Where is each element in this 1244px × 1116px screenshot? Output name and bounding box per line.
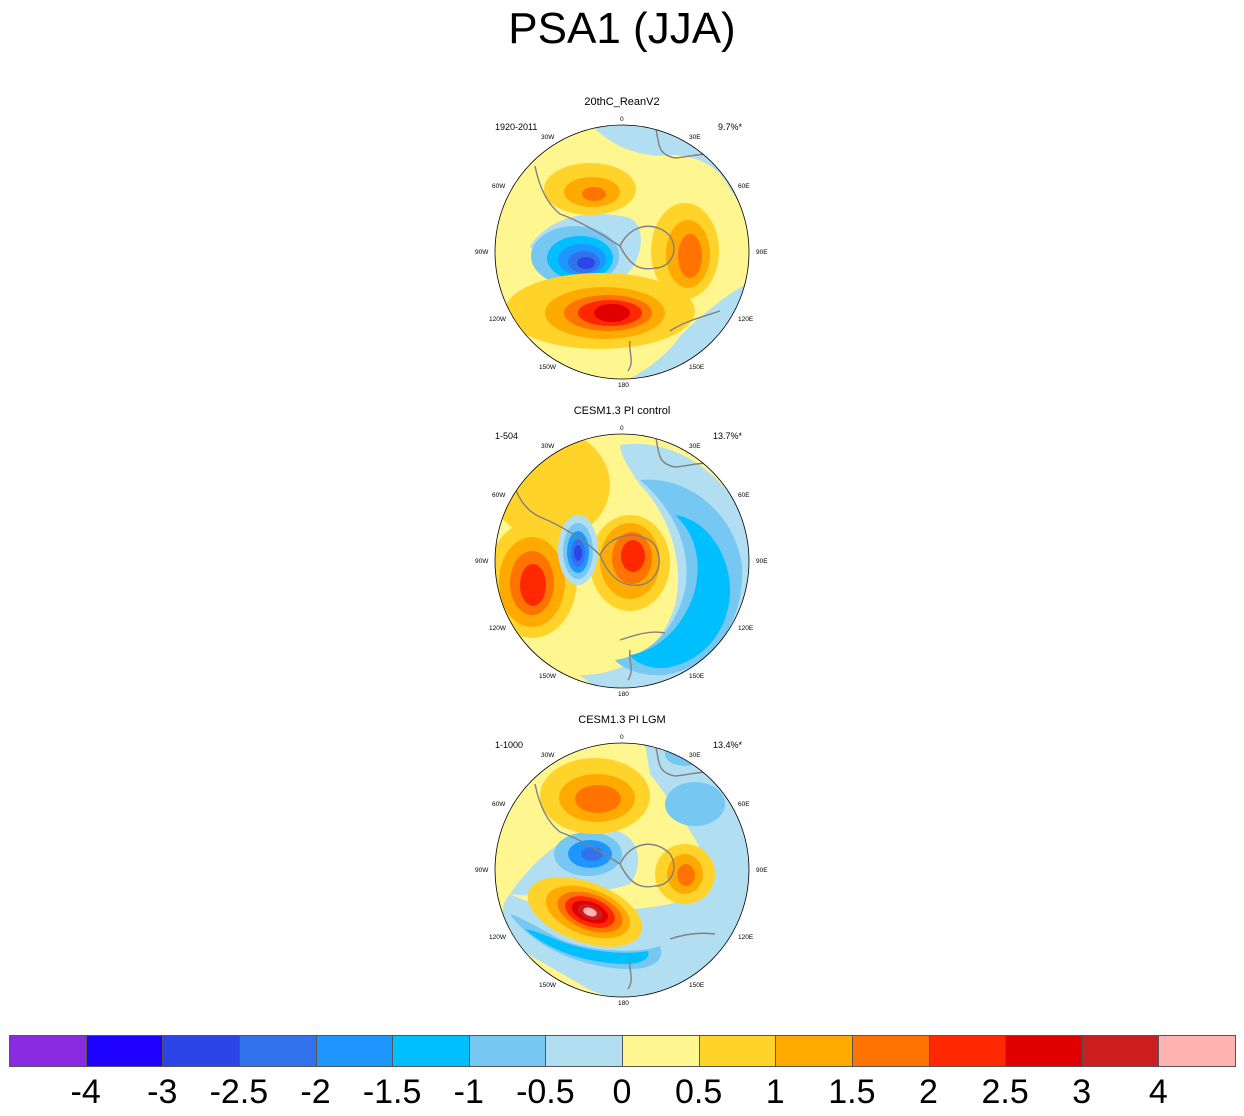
lon-label-90e: 90E <box>756 558 768 565</box>
colorbar-box <box>9 1035 87 1067</box>
lon-label-60w: 60W <box>492 183 506 190</box>
lon-label-90e: 90E <box>756 867 768 874</box>
colorbar-box <box>622 1035 700 1067</box>
colorbar-tick-label: 0.5 <box>674 1073 723 1111</box>
lon-label-60w: 60W <box>492 801 506 808</box>
colorbar-tick-label: -3 <box>147 1073 178 1111</box>
lon-label-180: 180 <box>618 382 629 389</box>
colorbar-box <box>775 1035 853 1067</box>
lon-label-30w: 30W <box>541 134 555 141</box>
figure-title: PSA1 (JJA) <box>508 4 736 53</box>
colorbar-box <box>928 1035 1007 1067</box>
colorbar-box <box>1005 1035 1083 1067</box>
colorbar-box <box>851 1035 930 1067</box>
lon-label-30e: 30E <box>689 443 701 450</box>
lon-label-60e: 60E <box>738 801 750 808</box>
map-panel-pi-control: CESM1.3 PI control 1-504 13.7%* <box>470 405 774 705</box>
lon-label-0: 0 <box>620 734 624 741</box>
lon-label-90w: 90W <box>475 558 489 565</box>
lon-label-120e: 120E <box>738 625 754 632</box>
lon-label-120e: 120E <box>738 934 754 941</box>
colorbar-tick-label: 1 <box>765 1073 785 1111</box>
colorbar-tick-label: 4 <box>1148 1073 1168 1111</box>
lon-label-150w: 150W <box>539 982 556 989</box>
colorbar-box <box>1081 1035 1160 1067</box>
variance-label: 13.4%* <box>712 740 742 750</box>
map-panel-pi-lgm: CESM1.3 PI LGM 1-1000 13.4%* <box>470 714 774 1014</box>
lon-label-90w: 90W <box>475 249 489 256</box>
lon-label-120w: 120W <box>489 316 506 323</box>
lon-label-150w: 150W <box>539 364 556 371</box>
lon-label-60w: 60W <box>492 492 506 499</box>
lon-label-150e: 150E <box>689 364 705 371</box>
polar-map <box>494 742 750 998</box>
lon-label-120w: 120W <box>489 625 506 632</box>
lon-label-30w: 30W <box>541 752 555 759</box>
period-label: 1920-2011 <box>495 122 538 132</box>
colorbar-box <box>392 1035 470 1067</box>
colorbar-box <box>162 1035 240 1067</box>
lon-label-0: 0 <box>620 425 624 432</box>
colorbar-tick-label: -2 <box>300 1073 331 1111</box>
colorbar-box <box>85 1035 164 1067</box>
colorbar-box <box>698 1035 777 1067</box>
colorbar-tick-label: 1.5 <box>828 1073 876 1111</box>
lon-label-180: 180 <box>618 1000 629 1007</box>
lon-label-30e: 30E <box>689 134 701 141</box>
colorbar-box <box>545 1035 623 1067</box>
colorbar-box <box>1158 1035 1236 1067</box>
lon-label-90w: 90W <box>475 867 489 874</box>
lon-label-30e: 30E <box>689 752 701 759</box>
lon-label-180: 180 <box>618 691 629 698</box>
colorbar-box <box>315 1035 394 1067</box>
colorbar-tick-label: -1.5 <box>362 1073 422 1111</box>
map-panel-reanalysis: 20thC_ReanV2 1920-2011 9.7%* <box>470 96 774 396</box>
colorbar-box <box>468 1035 547 1067</box>
colorbar-tick-label: 2 <box>919 1073 938 1111</box>
period-label: 1-504 <box>495 431 519 441</box>
variance-label: 13.7%* <box>712 431 742 441</box>
colorbar-tick-label: -2.5 <box>209 1073 269 1111</box>
period-label: 1-1000 <box>495 740 524 750</box>
lon-label-60e: 60E <box>738 183 750 190</box>
polar-map <box>494 433 750 689</box>
lon-label-90e: 90E <box>756 249 768 256</box>
panel-title: CESM1.3 PI LGM <box>578 714 666 726</box>
colorbar-box <box>238 1035 317 1067</box>
panel-title: 20thC_ReanV2 <box>584 96 660 108</box>
colorbar <box>9 1035 1236 1069</box>
lon-label-150w: 150W <box>539 673 556 680</box>
polar-map <box>494 124 750 380</box>
colorbar-tick-label: -0.5 <box>516 1073 575 1111</box>
panel-title: CESM1.3 PI control <box>573 405 671 417</box>
lon-label-60e: 60E <box>738 492 750 499</box>
lon-label-120w: 120W <box>489 934 506 941</box>
colorbar-tick-label: 3 <box>1072 1073 1092 1111</box>
lon-label-150e: 150E <box>689 982 705 989</box>
colorbar-tick-label: -1 <box>453 1073 484 1111</box>
colorbar-tick-label: 0 <box>612 1073 632 1111</box>
lon-label-120e: 120E <box>738 316 754 323</box>
colorbar-tick-label: 2.5 <box>981 1073 1029 1111</box>
lon-label-30w: 30W <box>541 443 555 450</box>
lon-label-0: 0 <box>620 116 624 123</box>
colorbar-tick-label: -4 <box>70 1073 101 1111</box>
variance-label: 9.7%* <box>717 122 742 132</box>
lon-label-150e: 150E <box>689 673 705 680</box>
